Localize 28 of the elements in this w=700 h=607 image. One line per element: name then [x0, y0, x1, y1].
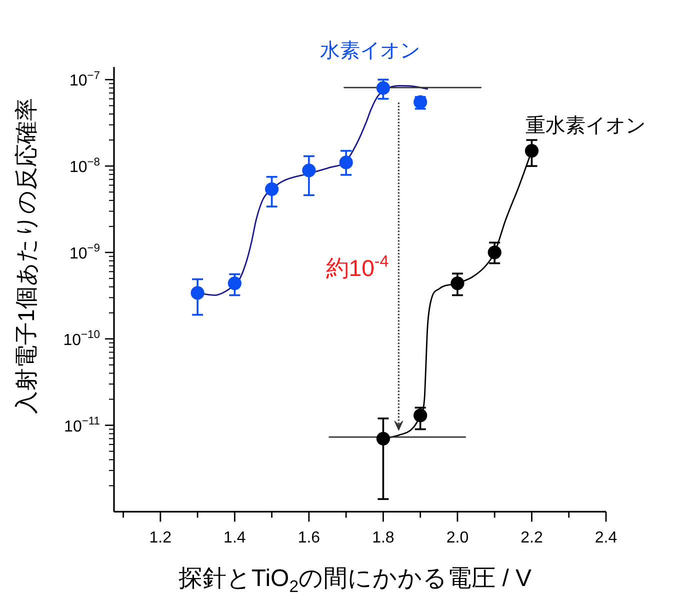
x-axis-title: 探針とTiO$_{2}$の間にかかる電圧 / V — [178, 565, 532, 596]
y-tick-label: 10$^{−10}$ — [63, 329, 100, 349]
x-tick-label: 2.0 — [446, 530, 469, 547]
point — [376, 432, 390, 446]
x-tick-label: 2.2 — [520, 530, 543, 547]
y-tick-label: 10$^{−11}$ — [64, 416, 100, 436]
point — [302, 164, 316, 178]
point — [228, 276, 242, 290]
x-tick-label: 1.8 — [372, 530, 394, 547]
x-tick-label: 1.2 — [149, 530, 172, 547]
y-axis-title: 入射電子1個あたりの反応確率 — [13, 98, 39, 414]
y-tick-label: 10$^{−8}$ — [69, 156, 100, 176]
point — [524, 144, 539, 158]
point — [376, 81, 390, 95]
x-tick-label: 1.4 — [224, 530, 246, 547]
point — [450, 276, 464, 290]
series-label: 重水素イオン — [526, 114, 646, 137]
series-label: 水素イオン — [320, 40, 420, 62]
annotation: 約10$^{-4}$ — [326, 252, 389, 281]
point — [339, 156, 353, 170]
x-tick-label: 2.4 — [594, 530, 618, 547]
point — [190, 286, 204, 300]
y-tick-label: 10$^{−7}$ — [69, 70, 100, 90]
point — [265, 182, 279, 196]
point — [414, 408, 428, 422]
point — [488, 246, 502, 260]
y-tick-label: 10$^{−9}$ — [69, 242, 100, 262]
x-tick-label: 1.6 — [298, 530, 320, 547]
